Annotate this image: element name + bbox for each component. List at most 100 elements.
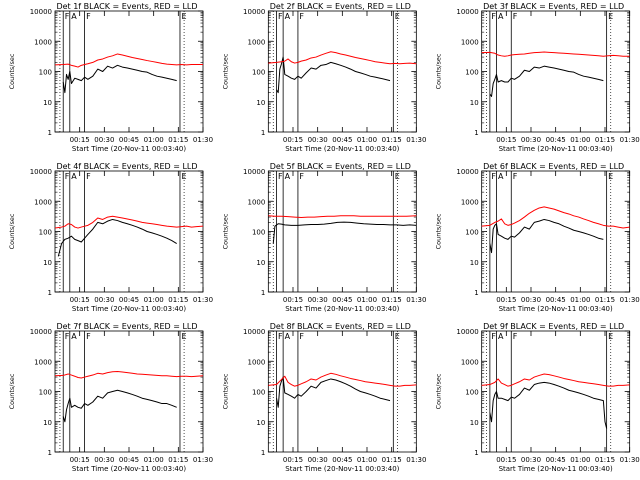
- y-tick-label: 1: [474, 129, 478, 137]
- marker-label: A: [71, 172, 77, 181]
- x-tick-label: 01:00: [570, 296, 590, 304]
- x-tick-label: 01:15: [595, 296, 615, 304]
- x-tick-label: 01:30: [193, 136, 213, 144]
- x-tick-label: 00:45: [332, 456, 352, 464]
- x-tick-label: 00:30: [308, 296, 328, 304]
- x-tick-label: 00:30: [521, 456, 541, 464]
- x-tick-label: 01:00: [144, 296, 164, 304]
- y-axis-label: Counts/sec: [221, 213, 229, 249]
- x-tick-label: 00:15: [496, 456, 516, 464]
- chart-title: Det 8f BLACK = Events, RED = LLD: [270, 322, 411, 331]
- x-tick-label: 01:15: [382, 456, 402, 464]
- x-tick-label: 01:30: [193, 296, 213, 304]
- series-events-line: [62, 64, 177, 94]
- y-tick-label: 10: [470, 419, 479, 427]
- series-lld-line: [481, 51, 630, 57]
- x-tick-label: 00:45: [332, 136, 352, 144]
- y-tick-label: 1000: [248, 38, 266, 46]
- panel-9: Det 9f BLACK = Events, RED = LLD 1 10 100 10…: [435, 322, 640, 473]
- x-tick-label: 00:45: [119, 136, 139, 144]
- series-events-line: [57, 218, 177, 257]
- marker-label: F: [299, 332, 304, 341]
- series-events-line: [272, 221, 417, 244]
- plot-frame: [54, 10, 204, 133]
- y-tick-label: 10000: [243, 8, 265, 16]
- x-axis-label: Start Time (20-Nov-11 00:03:40): [499, 145, 613, 153]
- x-tick-label: 00:15: [70, 456, 90, 464]
- marker-label: F: [299, 172, 304, 181]
- y-tick-label: 1: [474, 289, 478, 297]
- panel-8: Det 8f BLACK = Events, RED = LLD 1 10 100 10…: [221, 322, 426, 473]
- y-axis-label: Counts/sec: [435, 213, 443, 249]
- x-tick-label: 00:45: [546, 136, 566, 144]
- x-tick-label: 01:00: [144, 456, 164, 464]
- y-tick-label: 1000: [34, 38, 52, 46]
- y-tick-label: 100: [39, 389, 52, 397]
- plot-frame: [481, 330, 631, 453]
- series-events-line: [62, 389, 177, 423]
- y-tick-label: 10000: [456, 8, 478, 16]
- marker-label: F: [278, 332, 283, 341]
- x-axis-label: Start Time (20-Nov-11 00:03:40): [285, 465, 399, 473]
- chart-title: Det 9f BLACK = Events, RED = LLD: [483, 322, 624, 331]
- marker-label: E: [181, 172, 186, 181]
- marker-label: F: [513, 12, 518, 21]
- series-lld-line: [54, 53, 203, 68]
- series-events-line: [489, 218, 604, 254]
- x-tick-label: 01:15: [595, 456, 615, 464]
- chart-title: Det 5f BLACK = Events, RED = LLD: [270, 162, 411, 171]
- y-tick-label: 10000: [243, 328, 265, 336]
- chart-title: Det 1f BLACK = Events, RED = LLD: [56, 2, 197, 11]
- y-tick-label: 100: [39, 229, 52, 237]
- series-events-line: [276, 376, 391, 408]
- x-tick-label: 01:15: [382, 296, 402, 304]
- marker-label: E: [608, 12, 613, 21]
- marker-label: A: [285, 332, 291, 341]
- x-tick-label: 01:30: [620, 136, 640, 144]
- chart-title: Det 4f BLACK = Events, RED = LLD: [56, 162, 197, 171]
- series-lld-line: [481, 373, 630, 387]
- y-tick-label: 10: [43, 259, 52, 267]
- x-tick-label: 00:15: [70, 296, 90, 304]
- x-axis-label: Start Time (20-Nov-11 00:03:40): [72, 305, 186, 313]
- marker-label: E: [608, 332, 613, 341]
- marker-label: A: [498, 172, 504, 181]
- x-axis-label: Start Time (20-Nov-11 00:03:40): [499, 465, 613, 473]
- x-tick-label: 00:15: [70, 136, 90, 144]
- x-tick-label: 01:00: [357, 456, 377, 464]
- x-tick-label: 00:30: [521, 136, 541, 144]
- y-axis-label: Counts/sec: [435, 53, 443, 89]
- plot-frame: [481, 10, 631, 133]
- y-tick-label: 10: [470, 259, 479, 267]
- y-tick-label: 1000: [461, 358, 479, 366]
- x-tick-label: 00:30: [94, 296, 114, 304]
- y-tick-label: 10: [470, 99, 479, 107]
- y-tick-label: 10000: [243, 168, 265, 176]
- x-tick-label: 01:30: [620, 296, 640, 304]
- marker-label: F: [65, 172, 70, 181]
- x-tick-label: 00:15: [283, 136, 303, 144]
- series-events-line: [276, 56, 391, 94]
- marker-label: A: [498, 332, 504, 341]
- x-tick-label: 01:00: [570, 136, 590, 144]
- x-tick-label: 00:15: [496, 136, 516, 144]
- y-tick-label: 100: [465, 229, 478, 237]
- y-tick-label: 1: [474, 449, 478, 457]
- y-tick-label: 100: [252, 229, 265, 237]
- plot-frame: [481, 170, 631, 293]
- x-tick-label: 01:15: [168, 456, 188, 464]
- y-tick-label: 10: [43, 419, 52, 427]
- panel-3: Det 3f BLACK = Events, RED = LLD 1 10 100 10…: [435, 2, 640, 153]
- y-tick-label: 1: [261, 449, 265, 457]
- y-tick-label: 1000: [34, 358, 52, 366]
- x-axis-label: Start Time (20-Nov-11 00:03:40): [72, 465, 186, 473]
- y-tick-label: 1: [261, 129, 265, 137]
- y-tick-label: 10000: [456, 328, 478, 336]
- x-tick-label: 00:30: [94, 136, 114, 144]
- x-tick-label: 01:00: [357, 296, 377, 304]
- x-tick-label: 00:15: [496, 296, 516, 304]
- y-tick-label: 1000: [461, 198, 479, 206]
- x-tick-label: 01:15: [382, 136, 402, 144]
- x-axis-label: Start Time (20-Nov-11 00:03:40): [285, 145, 399, 153]
